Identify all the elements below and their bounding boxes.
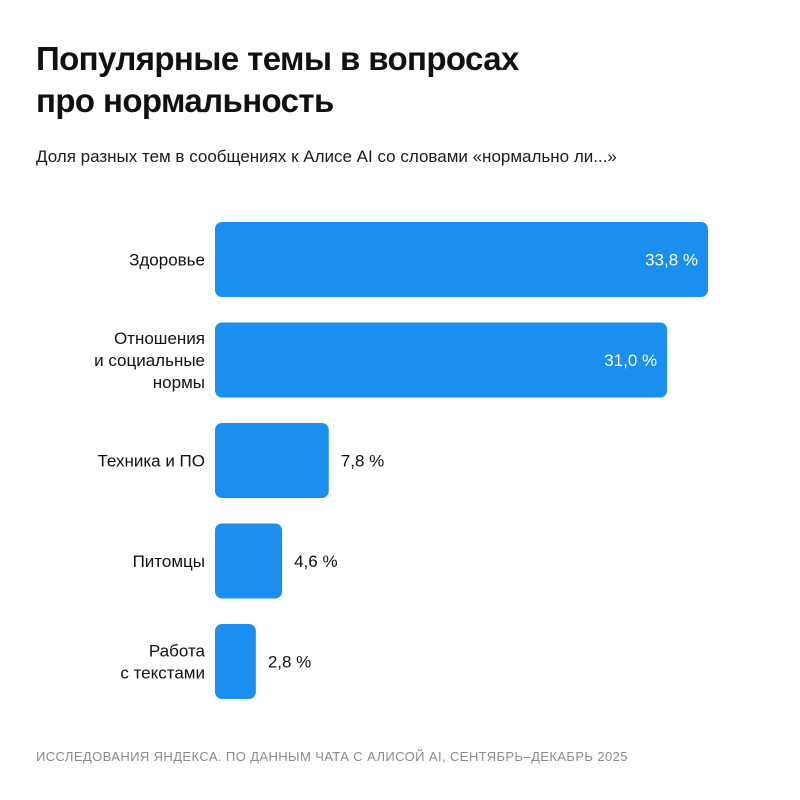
category-label-4: Работа с текстами [120, 642, 205, 683]
category-label-2-line-0: Техника и ПО [97, 452, 205, 471]
value-label-2: 7,8 % [341, 452, 384, 471]
bar-0 [215, 222, 708, 297]
category-label-3: Питомцы [133, 552, 205, 571]
category-label-4-line-1: с текстами [120, 664, 205, 683]
bar-2 [215, 423, 329, 498]
source-note: ИССЛЕДОВАНИЯ ЯНДЕКСА. ПО ДАННЫМ ЧАТА С А… [36, 749, 628, 764]
category-label-3-line-0: Питомцы [133, 552, 205, 571]
chart-title: Популярные темы в вопросах про нормально… [36, 38, 756, 122]
category-label-1-line-2: нормы [153, 373, 205, 392]
category-label-1-line-0: Отношения [114, 329, 205, 348]
category-label-2: Техника и ПО [97, 452, 205, 471]
bar-1 [215, 322, 668, 398]
value-label-1: 31,0 % [604, 351, 657, 370]
chart-title-line-2: про нормальность [36, 82, 334, 119]
value-label-0: 33,8 % [645, 251, 698, 270]
bar-3 [215, 523, 283, 599]
value-label-3: 4,6 % [294, 552, 337, 571]
chart-subtitle: Доля разных тем в сообщениях к Алисе AI … [36, 147, 617, 166]
category-label-1: Отношения и социальные нормы [94, 329, 205, 392]
chart-title-line-1: Популярные темы в вопросах [36, 40, 519, 77]
category-label-4-line-0: Работа [149, 642, 206, 661]
category-label-0: Здоровье [129, 251, 205, 270]
bar-4 [215, 624, 256, 699]
value-label-4: 2,8 % [268, 653, 311, 672]
category-label-1-line-1: и социальные [94, 351, 205, 370]
category-label-0-line-0: Здоровье [129, 251, 205, 270]
